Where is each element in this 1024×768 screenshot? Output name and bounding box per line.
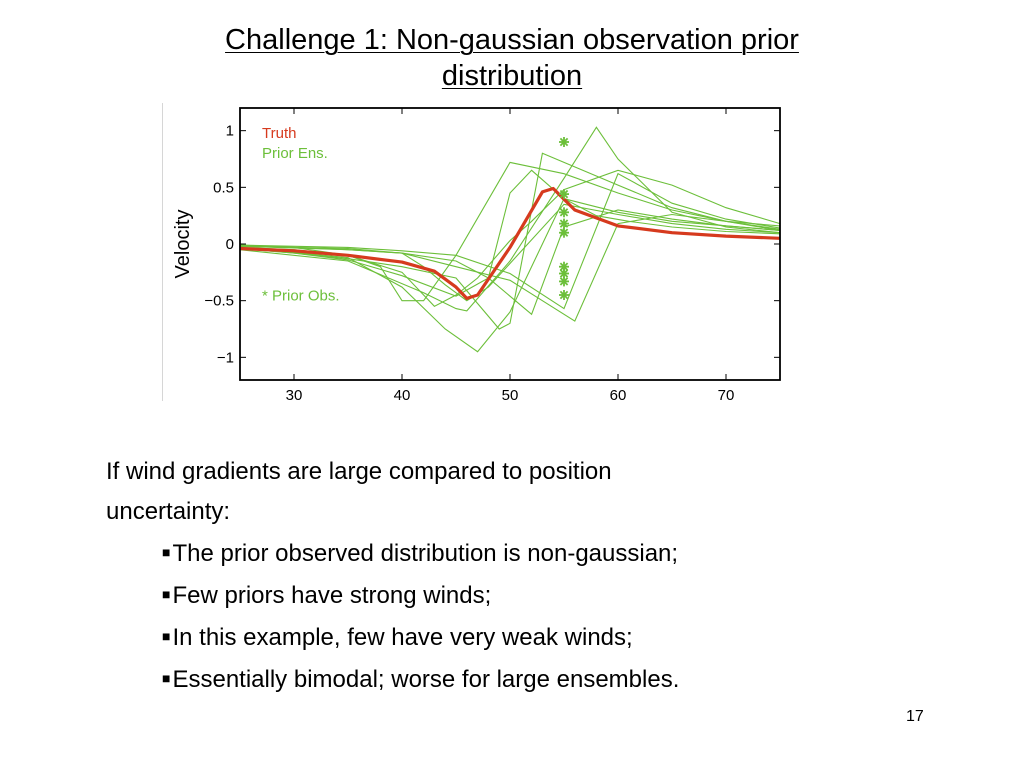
- bullet-item-4: ■Essentially bimodal; worse for large en…: [162, 658, 926, 700]
- velocity-chart-svg: 30 40 50 60 70 1 0.5 0 −0.5 −1 Velocity Truth Prior …: [162, 103, 786, 403]
- legend-label-1: Truth: [262, 125, 296, 142]
- y-tick-label: 0: [226, 236, 234, 253]
- ensemble-line-4: [239, 169, 781, 297]
- prior-obs-marker: [559, 276, 569, 287]
- square-bullet-icon: ■: [162, 670, 171, 686]
- slide-title-line2: distribution: [441, 60, 583, 92]
- bullet-text-2: Few priors have strong winds;: [172, 582, 492, 609]
- prior-obs-marker: [559, 218, 569, 229]
- slide-title-line1: Challenge 1: Non-gaussian observation pr…: [225, 24, 799, 56]
- x-tick-label: 70: [718, 387, 735, 403]
- ensemble-line-8: [239, 213, 781, 322]
- y-tick-label: 1: [226, 123, 234, 140]
- y-tick-label: −0.5: [204, 293, 234, 310]
- slide-title: Challenge 1: Non-gaussian observation pr…: [150, 22, 874, 94]
- y-tick-label: 0.5: [213, 179, 234, 196]
- bullet-text-3: In this example, few have very weak wind…: [172, 624, 633, 651]
- intro-line-2: uncertainty:: [106, 498, 231, 525]
- ensemble-line-3: [239, 198, 781, 353]
- prior-obs-marker: [559, 261, 569, 272]
- body-text: If wind gradients are large compared to …: [106, 452, 926, 700]
- square-bullet-icon: ■: [162, 586, 171, 602]
- legend-label-2: Prior Ens.: [262, 145, 328, 162]
- prior-obs-marker: [559, 207, 569, 218]
- bullet-text-1: The prior observed distribution is non-g…: [172, 540, 679, 567]
- ensemble-line-6: [239, 172, 781, 310]
- x-tick-label: 40: [394, 387, 411, 403]
- prior-obs-marker: [559, 290, 569, 300]
- prior-obs-annotation: * Prior Obs.: [262, 288, 340, 305]
- bullet-item-3: ■In this example, few have very weak win…: [162, 616, 926, 658]
- bullet-list: ■The prior observed distribution is non-…: [106, 532, 926, 700]
- x-tick-label: 60: [610, 387, 627, 403]
- bullet-text-4: Essentially bimodal; worse for large ens…: [172, 666, 680, 693]
- ensemble-line-7: [239, 152, 781, 330]
- bullet-item-2: ■Few priors have strong winds;: [162, 574, 926, 616]
- x-tick-label: 50: [502, 387, 519, 403]
- prior-obs-marker: [559, 189, 569, 200]
- page-number: 17: [906, 708, 924, 725]
- prior-obs-marker: [559, 227, 569, 238]
- prior-obs-marker: [559, 137, 569, 147]
- velocity-chart: 30 40 50 60 70 1 0.5 0 −0.5 −1 Velocity Truth Prior …: [162, 103, 786, 403]
- ensemble-line-1: [239, 126, 781, 312]
- intro-line-1: If wind gradients are large compared to …: [106, 458, 612, 485]
- y-tick-label: −1: [217, 349, 234, 366]
- y-axis-label: Velocity: [172, 210, 194, 279]
- bullet-item-1: ■The prior observed distribution is non-…: [162, 532, 926, 574]
- square-bullet-icon: ■: [162, 544, 171, 560]
- truth-line: [239, 186, 781, 300]
- square-bullet-icon: ■: [162, 628, 171, 644]
- x-tick-label: 30: [286, 387, 303, 403]
